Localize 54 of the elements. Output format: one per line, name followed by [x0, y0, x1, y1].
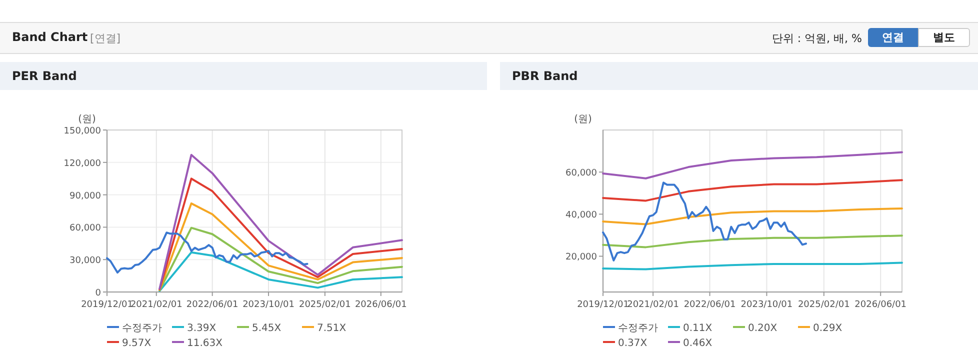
y-tick-label: 120,000	[64, 158, 102, 169]
x-tick-label: 2021/02/01	[130, 300, 182, 310]
line-series	[602, 262, 903, 270]
y-tick-label: 0	[95, 288, 102, 298]
x-tick-label: 2021/02/01	[627, 300, 679, 310]
x-tick-label: 2022/06/01	[186, 300, 238, 310]
legend-label: 수정주가	[122, 323, 162, 334]
x-tick-label: 2026/06/01	[854, 300, 907, 310]
legend-label: 3.39X	[187, 323, 216, 334]
legend-label: 11.63X	[187, 338, 223, 349]
text: 별도	[918, 28, 970, 47]
text: 연결	[868, 28, 918, 47]
line-series	[106, 232, 308, 274]
line-series	[602, 234, 903, 248]
legend-label: 5.45X	[252, 323, 282, 334]
chart-title: PER Band	[0, 62, 487, 90]
legend-label: 7.51X	[317, 323, 346, 334]
line-series	[158, 202, 403, 291]
line-series	[158, 226, 403, 292]
text: Band Chart	[12, 30, 88, 44]
line-series	[602, 182, 807, 262]
y-axis-title: (원)	[78, 114, 96, 125]
x-tick-label: 2023/10/01	[740, 300, 793, 310]
line-series	[158, 178, 403, 290]
y-tick-label: 60,000	[70, 224, 102, 234]
line-series	[602, 151, 903, 180]
legend-label: 0.20X	[748, 323, 778, 334]
x-tick-label: 2025/02/01	[798, 300, 850, 310]
x-tick-label: 2026/06/01	[354, 300, 407, 310]
y-tick-label: 30,000	[70, 256, 102, 266]
line-series	[602, 179, 903, 202]
y-axis-title: (원)	[574, 114, 592, 125]
x-tick-label: 2025/02/01	[298, 300, 351, 310]
chart-title: PBR Band	[500, 62, 978, 90]
line-series	[158, 154, 403, 290]
legend-label: 0.46X	[683, 338, 712, 349]
x-tick-label: 2019/12/01	[577, 300, 629, 310]
x-tick-label: 2019/12/01	[81, 300, 133, 310]
line-series	[158, 251, 403, 292]
y-tick-label: 60,000	[566, 168, 598, 179]
legend-label: 9.57X	[122, 338, 152, 349]
y-tick-label: 150,000	[64, 126, 102, 136]
legend-label: 수정주가	[618, 323, 658, 334]
line-series	[602, 207, 903, 226]
x-tick-label: 2023/10/01	[242, 300, 294, 310]
legend-label: 0.29X	[813, 323, 842, 334]
x-tick-label: 2022/06/01	[684, 300, 736, 310]
legend-label: 0.37X	[618, 338, 648, 349]
text: [연결]	[90, 31, 121, 46]
y-tick-label: 90,000	[70, 191, 102, 202]
y-tick-label: 40,000	[566, 210, 598, 221]
y-tick-label: 20,000	[566, 252, 598, 263]
legend-label: 0.11X	[683, 323, 712, 334]
text: 단위 : 억원, 배, %	[772, 31, 862, 46]
